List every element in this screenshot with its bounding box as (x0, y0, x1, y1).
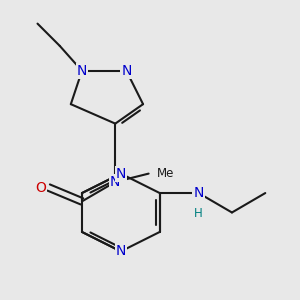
Text: H: H (194, 207, 203, 220)
Text: N: N (116, 167, 126, 181)
Text: N: N (194, 186, 204, 200)
Text: N: N (110, 175, 121, 189)
Text: Me: Me (157, 167, 174, 180)
Text: N: N (116, 244, 126, 258)
Text: O: O (35, 181, 46, 194)
Text: N: N (121, 64, 132, 78)
Text: N: N (77, 64, 87, 78)
